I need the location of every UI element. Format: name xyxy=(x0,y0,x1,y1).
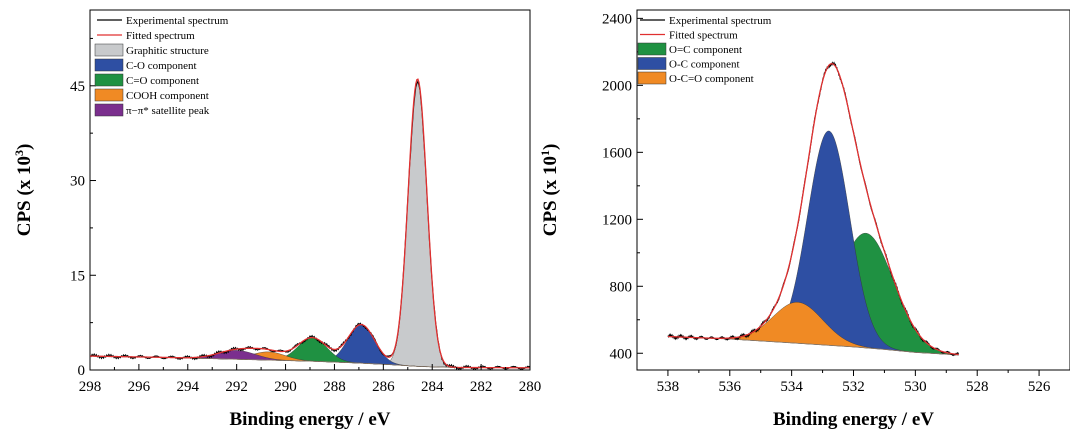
y-tick-label: 800 xyxy=(610,279,633,295)
o1s-panel: 538 536 534 532 530 528 526 400 800 1200 1600 2000 2… xyxy=(538,9,1070,430)
c1s-panel: 298 296 294 292 290 288 286 284 282 280 0 15 30 45 Bin… xyxy=(12,9,542,430)
experimental-spectrum-line xyxy=(89,80,531,371)
x-tick-label: 532 xyxy=(842,379,865,395)
legend-swatch xyxy=(637,71,667,85)
y-tick-label: 15 xyxy=(70,268,85,284)
legend-entry: O-C=O component xyxy=(669,73,754,85)
legend-swatch xyxy=(94,43,124,57)
x-tick-label: 296 xyxy=(128,379,151,395)
legend-entry: π−π* satellite peak xyxy=(126,105,210,117)
x-axis-label: Binding energy / eV xyxy=(230,409,391,430)
x-tick-label: 536 xyxy=(719,379,742,395)
y-tick-label: 45 xyxy=(70,79,85,95)
x-tick-label: 290 xyxy=(274,379,297,395)
legend-entry: Experimental spectrum xyxy=(669,15,772,27)
legend-swatch xyxy=(94,88,124,102)
fitted-spectrum-line xyxy=(667,63,959,356)
x-tick-label: 528 xyxy=(966,379,989,395)
y-axis-label: CPS (x 101) xyxy=(538,144,561,237)
legend-entry: Experimental spectrum xyxy=(126,15,229,27)
y-tick-label: 2400 xyxy=(602,11,632,27)
legend-entry: C=O component xyxy=(126,75,199,87)
x-tick-label: 526 xyxy=(1028,379,1051,395)
peak-0 xyxy=(89,78,531,368)
legend-entry: C-O component xyxy=(126,60,197,72)
x-tick-label: 292 xyxy=(225,379,248,395)
legend-swatch xyxy=(94,73,124,87)
y-tick-label: 1200 xyxy=(602,212,632,228)
x-tick-label: 538 xyxy=(657,379,680,395)
x-tick-label: 530 xyxy=(904,379,927,395)
x-tick-label: 288 xyxy=(323,379,346,395)
x-tick-label: 284 xyxy=(421,379,444,395)
legend-entry: COOH component xyxy=(126,90,209,102)
peak-2 xyxy=(89,337,531,368)
legend-swatch xyxy=(637,57,667,70)
y-tick-label: 2000 xyxy=(602,78,632,94)
x-tick-label: 280 xyxy=(519,379,542,395)
legend-swatch xyxy=(637,42,667,56)
legend-entry: O=C component xyxy=(669,44,742,56)
y-tick-label: 0 xyxy=(78,363,86,379)
y-axis-label: CPS (x 103) xyxy=(12,144,35,237)
legend-swatch xyxy=(94,58,124,72)
x-tick-label: 298 xyxy=(79,379,102,395)
x-tick-label: 534 xyxy=(780,379,803,395)
x-tick-label: 282 xyxy=(470,379,493,395)
legend-entry: O-C component xyxy=(669,59,740,71)
legend-swatch xyxy=(94,103,124,117)
legend-entry: Graphitic structure xyxy=(126,45,209,57)
legend-entry: Fitted spectrum xyxy=(669,30,738,42)
x-tick-label: 286 xyxy=(372,379,395,395)
y-tick-label: 400 xyxy=(610,346,633,362)
fitted-spectrum-line xyxy=(89,78,531,369)
x-tick-label: 294 xyxy=(177,379,200,395)
legend-entry: Fitted spectrum xyxy=(126,30,195,42)
y-tick-label: 1600 xyxy=(602,145,632,161)
x-axis-label: Binding energy / eV xyxy=(773,409,934,430)
y-tick-label: 30 xyxy=(70,174,85,190)
